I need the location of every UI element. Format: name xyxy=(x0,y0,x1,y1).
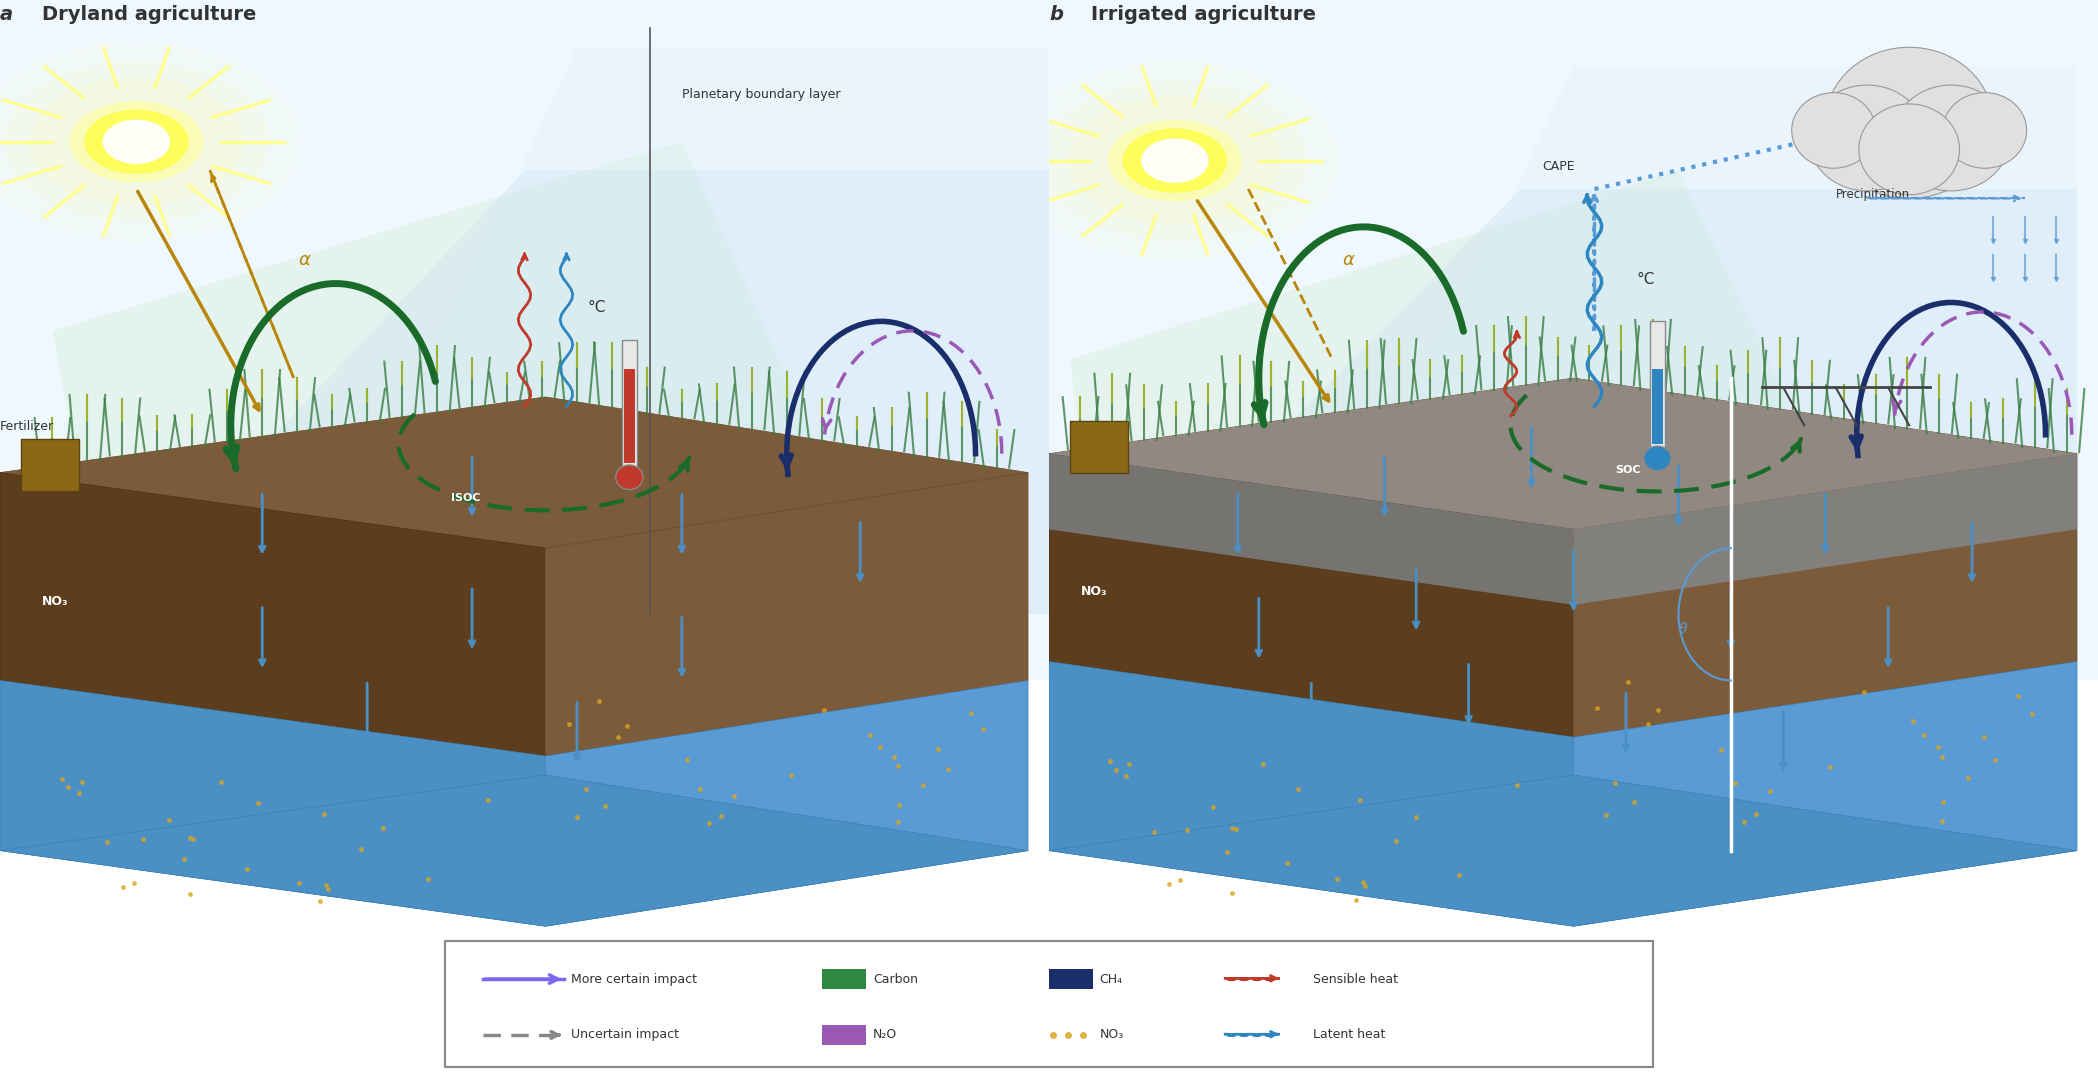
Polygon shape xyxy=(545,473,1028,756)
Text: Precipitation: Precipitation xyxy=(1836,188,1909,202)
Bar xyxy=(625,368,634,463)
Polygon shape xyxy=(315,47,1049,614)
Ellipse shape xyxy=(4,62,269,221)
Polygon shape xyxy=(1574,453,2077,737)
Polygon shape xyxy=(1311,67,2077,614)
Ellipse shape xyxy=(1110,121,1242,201)
Bar xyxy=(822,969,866,989)
Text: Sensible heat: Sensible heat xyxy=(1313,973,1399,986)
Polygon shape xyxy=(1049,662,1574,926)
Ellipse shape xyxy=(69,102,201,182)
Text: N₂O: N₂O xyxy=(873,1029,898,1042)
Polygon shape xyxy=(1049,378,2077,529)
Polygon shape xyxy=(1574,662,2077,926)
Text: Latent heat: Latent heat xyxy=(1313,1029,1385,1042)
Polygon shape xyxy=(1049,378,2077,529)
Text: b: b xyxy=(1049,4,1064,24)
Text: CH₄: CH₄ xyxy=(1099,973,1122,986)
Text: Fertilizer: Fertilizer xyxy=(0,420,55,433)
Text: θ: θ xyxy=(1678,622,1687,636)
Circle shape xyxy=(1825,47,1993,199)
Polygon shape xyxy=(1049,453,1574,737)
Bar xyxy=(621,340,638,473)
Ellipse shape xyxy=(1009,61,1341,260)
Circle shape xyxy=(1859,104,1960,194)
Text: ISOC: ISOC xyxy=(451,493,480,503)
Polygon shape xyxy=(1070,170,1888,614)
Text: NO₃: NO₃ xyxy=(1080,585,1108,598)
Polygon shape xyxy=(1049,775,2077,926)
Text: SOC: SOC xyxy=(1615,465,1641,475)
Polygon shape xyxy=(1049,0,2098,681)
Ellipse shape xyxy=(0,43,302,241)
Polygon shape xyxy=(545,681,1028,926)
Polygon shape xyxy=(1101,189,2077,614)
Bar xyxy=(21,439,80,492)
FancyBboxPatch shape xyxy=(445,941,1653,1068)
Text: NO₃: NO₃ xyxy=(42,595,69,608)
Polygon shape xyxy=(1049,453,1574,605)
Text: °C: °C xyxy=(1636,272,1655,287)
Text: Uncertain impact: Uncertain impact xyxy=(571,1029,678,1042)
Text: NO₃: NO₃ xyxy=(1099,1029,1125,1042)
Text: Irrigated agriculture: Irrigated agriculture xyxy=(1091,4,1315,24)
Polygon shape xyxy=(0,0,1049,681)
Ellipse shape xyxy=(1043,82,1307,241)
Polygon shape xyxy=(105,170,1049,614)
Text: α: α xyxy=(1343,250,1355,268)
Polygon shape xyxy=(0,775,1028,926)
Ellipse shape xyxy=(1070,97,1280,224)
Text: More certain impact: More certain impact xyxy=(571,973,697,986)
Circle shape xyxy=(1808,85,1926,191)
Bar xyxy=(1070,421,1129,473)
Ellipse shape xyxy=(103,120,170,163)
Circle shape xyxy=(1892,85,2010,191)
Text: a: a xyxy=(0,4,13,24)
Bar xyxy=(1049,969,1093,989)
Polygon shape xyxy=(52,142,892,614)
Polygon shape xyxy=(0,681,545,926)
Circle shape xyxy=(1792,92,1876,169)
Bar xyxy=(1653,368,1662,445)
Text: Carbon: Carbon xyxy=(873,973,917,986)
Polygon shape xyxy=(1574,453,2077,605)
Ellipse shape xyxy=(84,111,189,173)
Polygon shape xyxy=(0,473,545,756)
Circle shape xyxy=(615,465,642,490)
Circle shape xyxy=(1943,92,2027,169)
Text: Dryland agriculture: Dryland agriculture xyxy=(42,4,256,24)
Text: Planetary boundary layer: Planetary boundary layer xyxy=(682,88,841,101)
Text: °C: °C xyxy=(587,300,606,315)
Ellipse shape xyxy=(1125,129,1225,192)
Bar xyxy=(822,1025,866,1045)
Ellipse shape xyxy=(1141,140,1208,183)
Text: α: α xyxy=(298,250,311,268)
Text: CAPE: CAPE xyxy=(1542,160,1576,173)
Bar xyxy=(1649,321,1666,453)
Polygon shape xyxy=(0,397,1028,548)
Ellipse shape xyxy=(31,78,241,205)
Circle shape xyxy=(1645,446,1670,470)
